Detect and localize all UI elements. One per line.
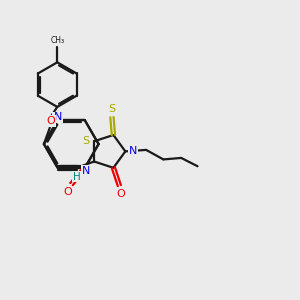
Text: O: O bbox=[64, 188, 72, 197]
Text: N: N bbox=[129, 146, 137, 156]
Text: N: N bbox=[53, 112, 62, 122]
Text: CH₃: CH₃ bbox=[50, 36, 64, 45]
Text: O: O bbox=[116, 189, 125, 199]
Text: S: S bbox=[82, 136, 89, 146]
Text: S: S bbox=[108, 104, 116, 114]
Text: N: N bbox=[82, 166, 91, 176]
Text: H: H bbox=[73, 172, 81, 182]
Text: O: O bbox=[46, 116, 55, 126]
